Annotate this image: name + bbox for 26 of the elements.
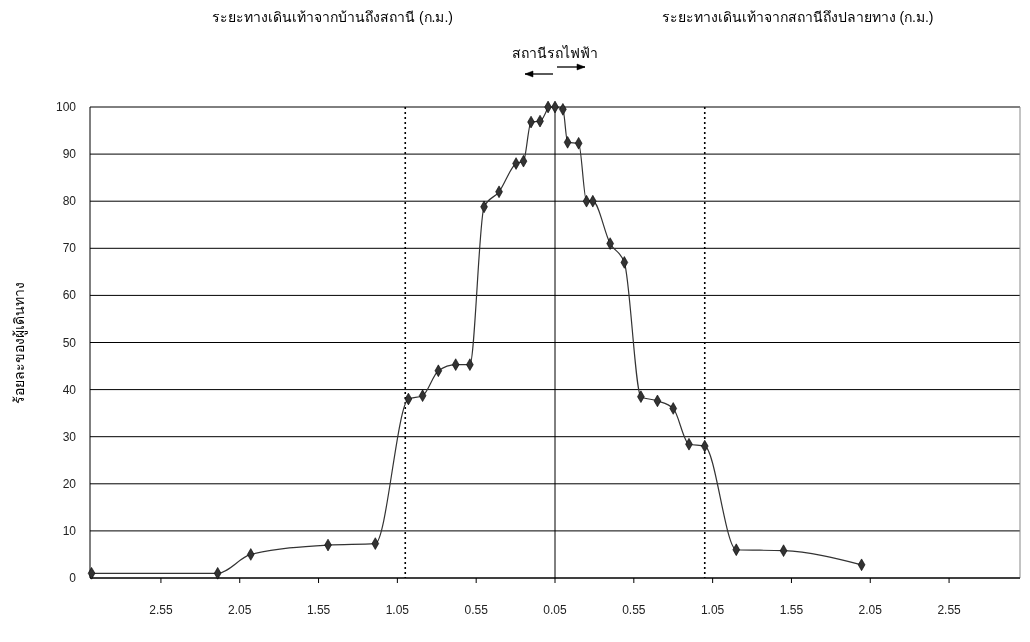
x-tick-label: 2.55 [149,603,173,617]
y-tick-label: 40 [62,382,77,397]
y-tick-label: 90 [62,147,77,162]
y-tick-label: 10 [62,523,77,538]
x-tick-label: 2.55 [937,603,962,617]
x-tick-label: 1.55 [306,603,331,617]
y-axis-title: ร้อยละของผู้เดินทาง [11,281,28,404]
text: สถานีรถไฟฟ้า [512,45,598,61]
x-tick-label: 0.05 [543,603,567,617]
y-tick-label: 80 [62,194,77,209]
x-tick-label: 2.05 [228,603,252,617]
x-tick-label: 2.05 [858,603,883,617]
text: ระยะทางเดินเท้าจากบ้านถึงสถานี (ก.ม.) [212,9,453,25]
x-tick-label: 0.55 [464,603,489,617]
y-tick-label: 20 [62,476,77,491]
x-tick-label: 1.05 [700,603,725,617]
y-tick-label: 30 [62,429,77,444]
x-tick-label: 1.05 [385,603,410,617]
y-tick-label: 70 [62,241,77,256]
y-tick-label: 0 [69,571,77,585]
y-tick-label: 100 [55,100,77,114]
x-tick-label: 0.55 [622,603,646,617]
x-tick-label: 1.55 [779,603,804,617]
y-tick-label: 50 [62,335,77,350]
text: ระยะทางเดินเท้าจากสถานีถึงปลายทาง (ก.ม.) [661,9,934,25]
y-tick-label: 60 [62,288,77,303]
